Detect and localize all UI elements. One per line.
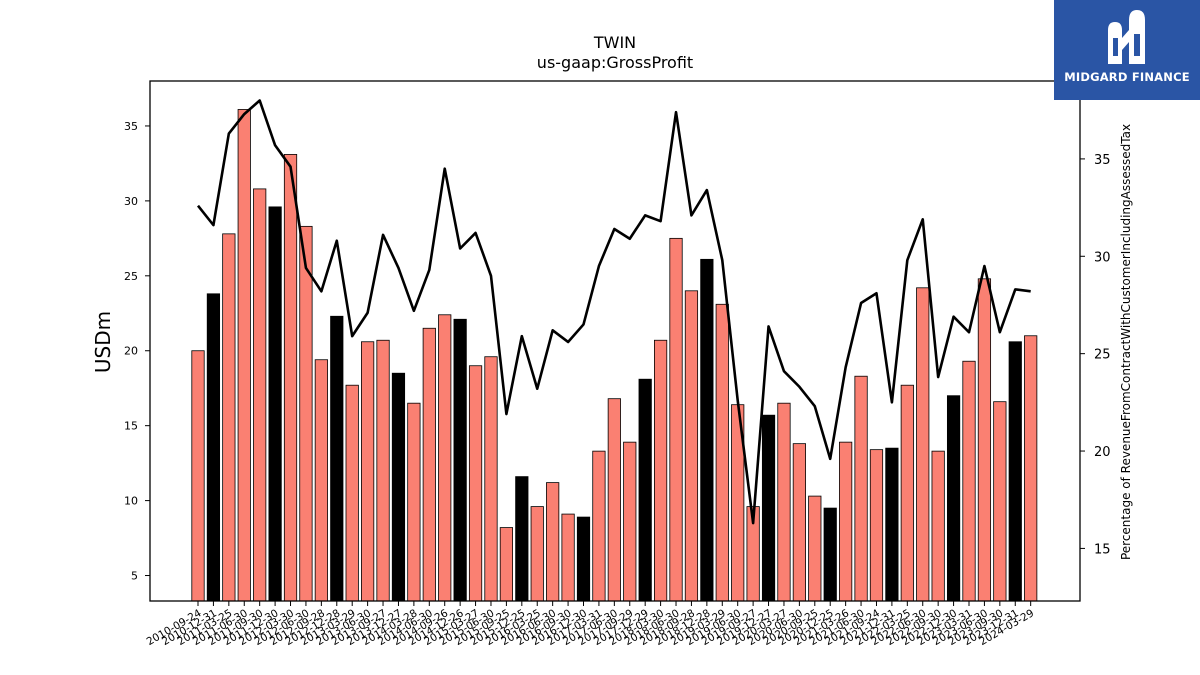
bar — [977, 278, 992, 602]
bar — [407, 402, 421, 602]
brand-logo: MIDGARD FINANCE — [1054, 0, 1200, 100]
y2-tick-label: 20 — [1094, 445, 1111, 460]
bar — [854, 375, 868, 602]
y-tick-label: 35 — [124, 120, 138, 133]
bar — [808, 495, 822, 602]
bar — [993, 401, 1007, 602]
midgard-m-icon — [1108, 10, 1145, 64]
y-tick-label: 5 — [131, 570, 138, 583]
y-tick-label: 10 — [124, 495, 138, 508]
bar — [330, 315, 344, 602]
bar — [623, 441, 637, 602]
bar — [499, 527, 514, 602]
bar — [885, 447, 899, 602]
bar — [669, 237, 683, 602]
bar — [453, 318, 467, 602]
bar — [715, 303, 729, 602]
bar — [916, 287, 930, 602]
bar — [422, 327, 436, 602]
bar — [391, 372, 406, 602]
bar — [638, 378, 652, 602]
bars-layer — [191, 109, 1038, 602]
bar — [468, 365, 483, 602]
plot-frame — [149, 80, 1081, 602]
right-axis: 15 20 25 30 35 — [1080, 153, 1111, 557]
bar — [592, 450, 606, 602]
bar — [345, 384, 359, 602]
y2-tick-label: 35 — [1094, 153, 1111, 168]
bar — [530, 506, 544, 602]
bar — [654, 339, 668, 602]
bar — [607, 398, 621, 602]
bar — [823, 507, 837, 602]
bar — [576, 516, 591, 602]
bar — [761, 414, 776, 602]
bar — [1008, 341, 1022, 602]
left-axis: 5 10 15 20 25 30 35 — [124, 120, 150, 583]
bar — [515, 476, 529, 602]
chart-subtitle: us-gaap:GrossProfit — [537, 53, 693, 72]
bar — [314, 359, 328, 602]
y-tick-label: 15 — [124, 420, 138, 433]
bar — [546, 482, 560, 602]
y2-tick-label: 25 — [1094, 348, 1111, 363]
y2-tick-label: 30 — [1094, 250, 1111, 265]
bar — [299, 225, 313, 602]
bar — [237, 109, 251, 602]
bar — [900, 384, 914, 602]
bar — [561, 513, 575, 602]
chart-title: TWIN — [593, 33, 636, 52]
bar — [361, 341, 375, 602]
bar — [206, 293, 221, 602]
bar — [839, 441, 853, 602]
bar — [253, 188, 267, 602]
bar — [946, 395, 961, 602]
y-tick-label: 20 — [124, 345, 138, 358]
bar — [222, 233, 236, 602]
bar — [438, 314, 452, 602]
brand-name: MIDGARD FINANCE — [1064, 70, 1190, 84]
bar — [869, 449, 884, 602]
bar — [931, 450, 945, 602]
y2-axis-label: Percentage of RevenueFromContractWithCus… — [1119, 124, 1133, 560]
bar — [191, 350, 205, 602]
y-axis-label: USDm — [91, 311, 115, 373]
bar — [283, 154, 298, 602]
y-tick-label: 30 — [124, 195, 138, 208]
series-line — [196, 99, 1031, 525]
bar — [376, 339, 390, 602]
bar — [777, 402, 791, 602]
bar — [684, 290, 699, 602]
x-axis: 2010-09-242010-12-312011-03-252011-06-30… — [145, 601, 1036, 648]
bar — [484, 356, 498, 602]
bar — [792, 443, 806, 602]
bar — [700, 258, 714, 602]
bar — [962, 360, 976, 602]
line-layer — [196, 99, 1031, 525]
y-tick-label: 25 — [124, 270, 138, 283]
y2-tick-label: 15 — [1094, 542, 1111, 557]
bar — [1024, 335, 1038, 602]
bar — [268, 206, 282, 602]
